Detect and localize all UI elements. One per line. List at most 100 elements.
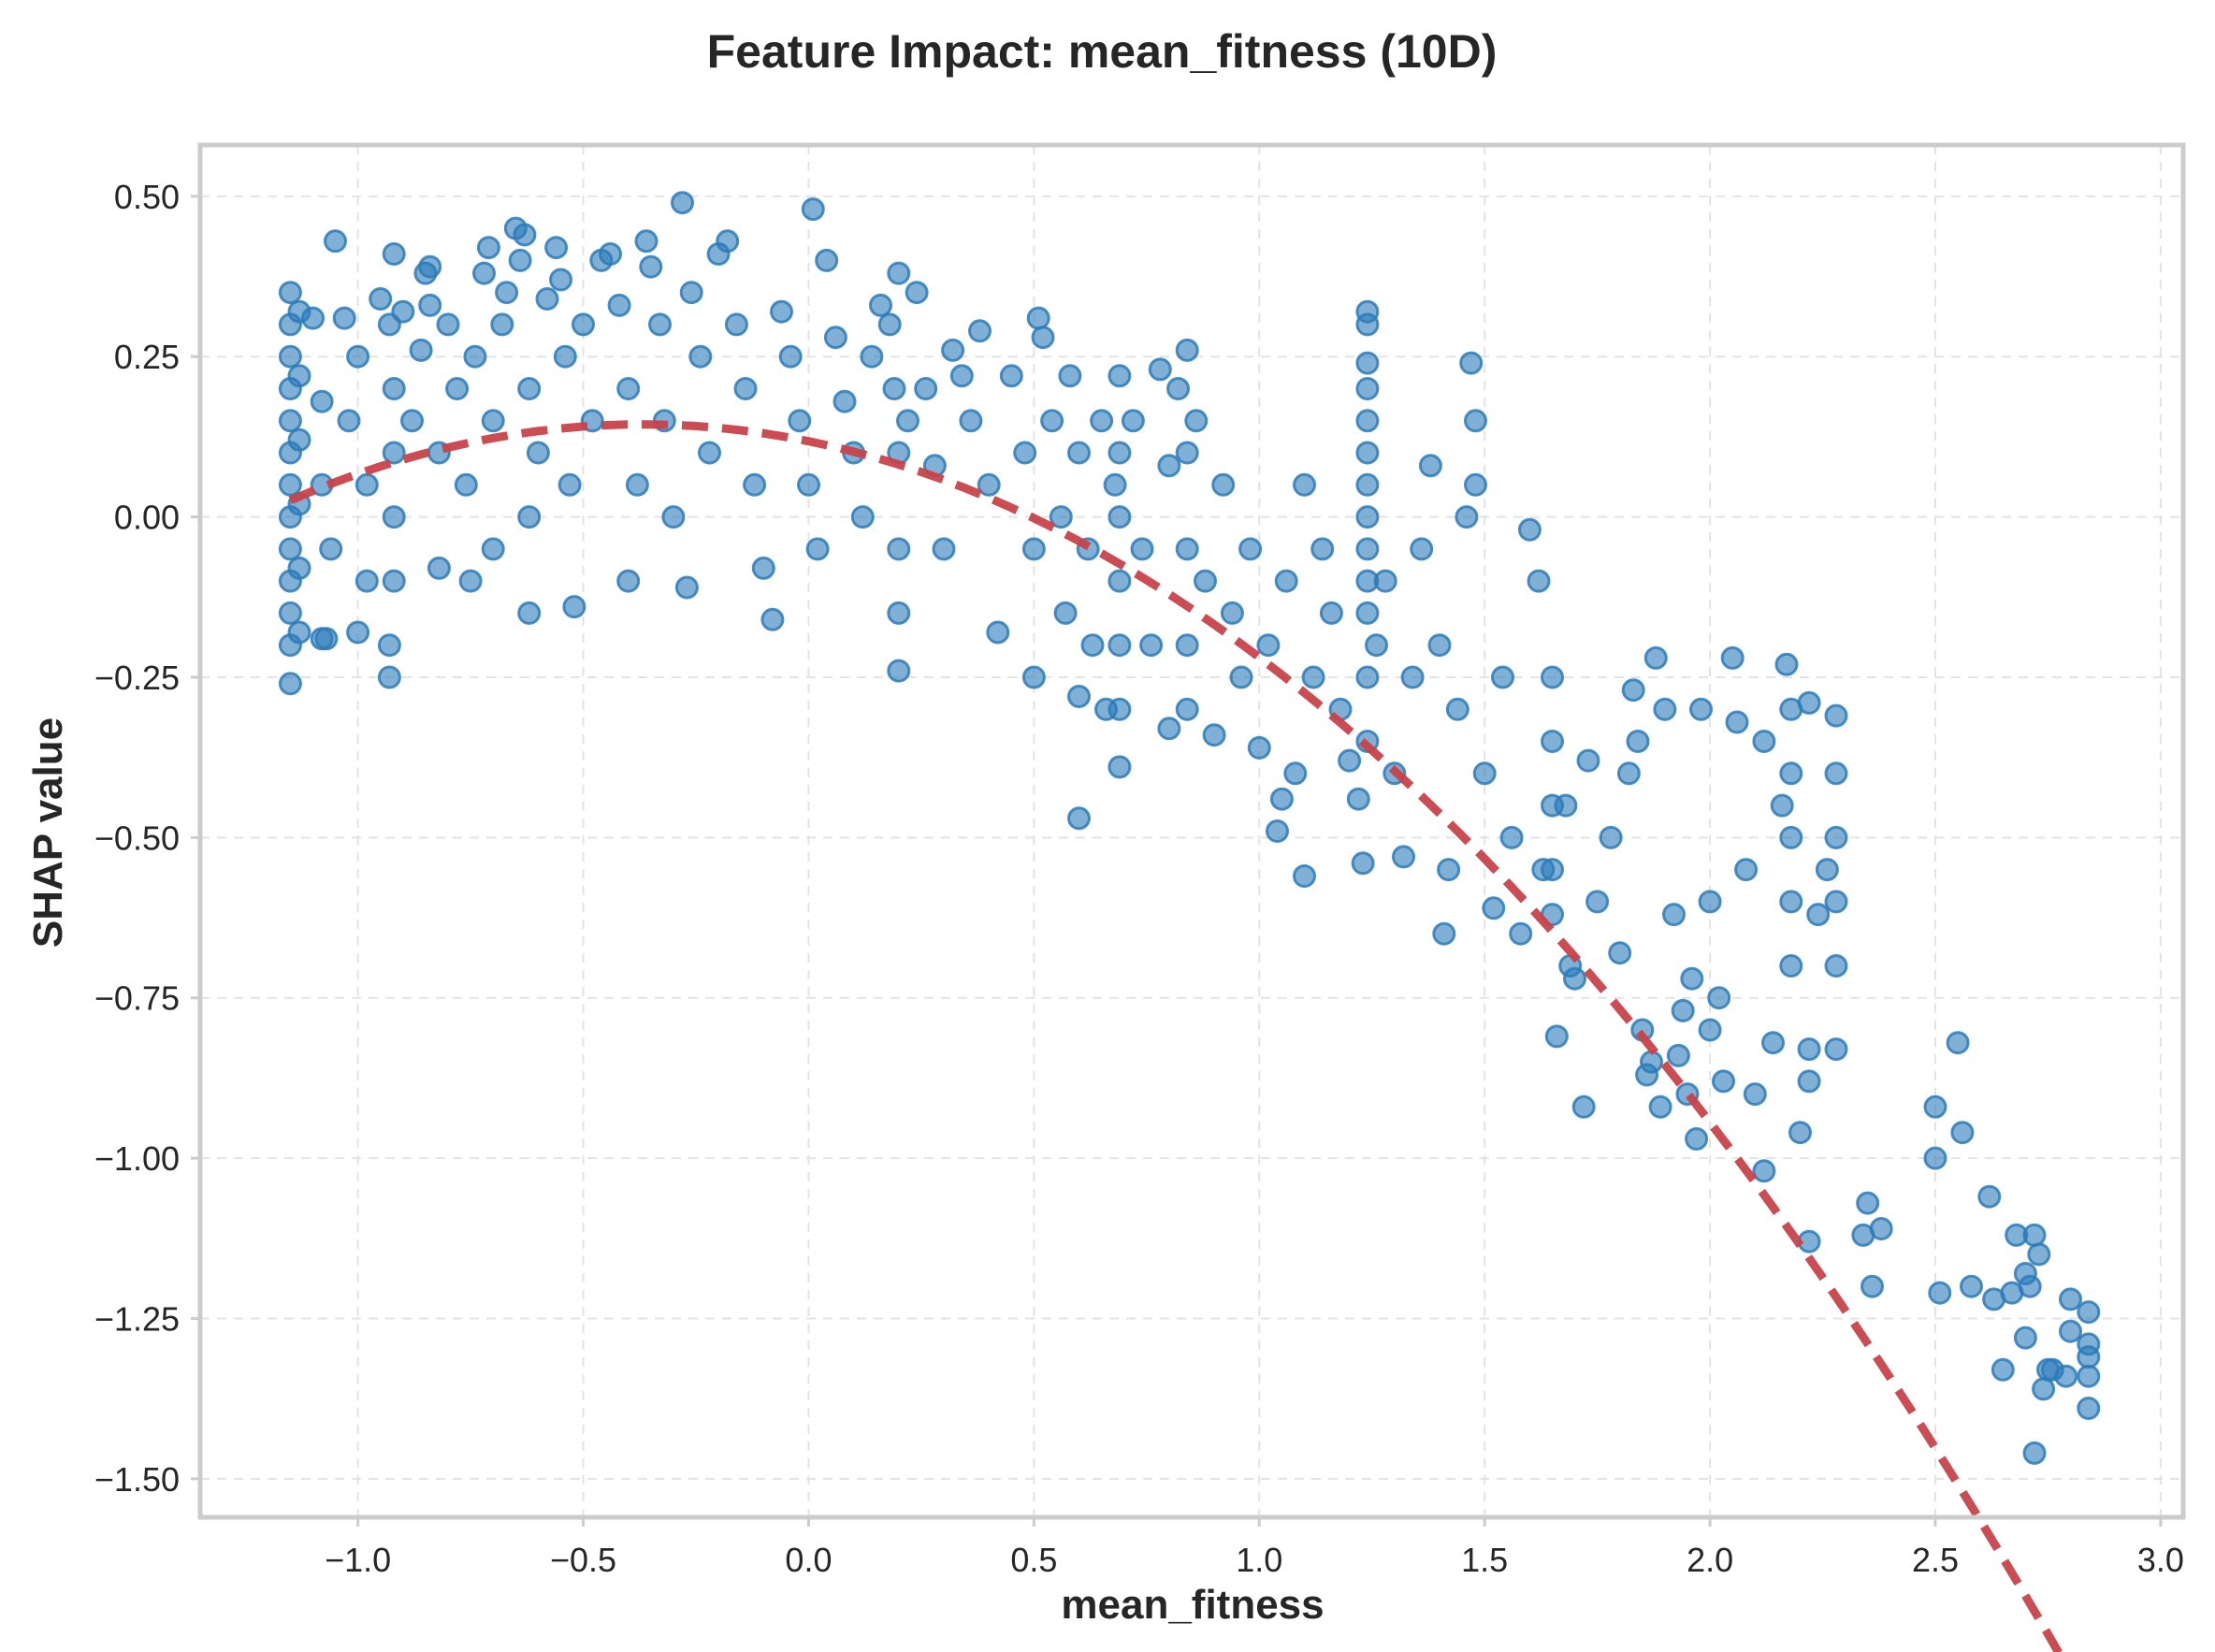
y-tick-label: 0.00 xyxy=(114,499,180,537)
data-point xyxy=(1108,505,1132,529)
data-point xyxy=(616,569,641,593)
y-axis-label: SHAP value xyxy=(25,717,71,948)
data-point xyxy=(679,281,703,305)
data-point xyxy=(1621,678,1645,703)
data-point xyxy=(887,261,911,285)
data-point xyxy=(1346,787,1370,811)
data-point xyxy=(914,377,938,400)
data-point xyxy=(1238,537,1263,561)
data-point xyxy=(517,377,542,400)
data-point xyxy=(2032,1377,2056,1401)
data-point xyxy=(941,338,965,362)
data-point xyxy=(1743,1082,1767,1107)
data-point xyxy=(1266,819,1289,843)
data-point xyxy=(599,242,622,266)
data-point xyxy=(436,312,460,337)
data-point xyxy=(2013,1326,2037,1350)
data-point xyxy=(1355,601,1380,625)
data-point xyxy=(661,505,686,529)
data-point xyxy=(1797,1069,1821,1094)
data-point xyxy=(278,672,302,696)
y-axis-ticks: 0.50 0.25 0.00 −0.25 −0.50 −0.75 −1.00 −1.25 −1.… xyxy=(94,178,200,1499)
data-point xyxy=(949,364,974,388)
x-tick-label: −0.5 xyxy=(550,1541,616,1579)
data-point xyxy=(1824,761,1848,786)
data-point xyxy=(1527,569,1551,593)
data-point xyxy=(1229,665,1253,689)
data-point xyxy=(1355,441,1380,465)
grid-lines xyxy=(200,145,2183,1517)
data-point xyxy=(860,344,884,369)
data-point xyxy=(1040,409,1064,433)
data-point xyxy=(1626,730,1650,753)
data-point xyxy=(346,344,370,369)
data-point xyxy=(2027,1242,2051,1267)
data-point xyxy=(377,633,401,658)
data-point xyxy=(770,299,793,324)
data-point xyxy=(2077,1397,2101,1420)
data-point xyxy=(1211,472,1236,497)
data-point xyxy=(1563,966,1586,991)
data-point xyxy=(648,312,672,337)
data-point xyxy=(1220,601,1244,625)
data-point xyxy=(472,261,496,285)
data-point xyxy=(616,377,641,400)
data-point xyxy=(1698,890,1722,914)
data-point xyxy=(2022,1223,2047,1247)
data-point xyxy=(549,268,572,292)
x-tick-label: 0.0 xyxy=(785,1541,832,1579)
data-point xyxy=(1293,864,1316,888)
data-point xyxy=(1464,409,1487,433)
data-point xyxy=(1067,441,1091,465)
data-point xyxy=(1824,890,1848,914)
data-point xyxy=(409,338,433,362)
data-point xyxy=(1021,665,1046,689)
data-point xyxy=(733,377,758,400)
data-point xyxy=(1355,505,1380,529)
data-point xyxy=(508,248,532,272)
data-point xyxy=(1491,665,1514,689)
data-point xyxy=(382,505,406,529)
data-point xyxy=(1175,697,1199,721)
y-tick-label: −0.50 xyxy=(94,819,180,857)
x-axis-ticks: −1.0 −0.5 0.0 0.5 1.0 1.5 2.0 2.5 3.0 xyxy=(325,1517,2184,1579)
data-point xyxy=(1761,1031,1785,1055)
data-point xyxy=(1026,306,1050,330)
data-point xyxy=(1824,825,1848,849)
data-point xyxy=(1689,697,1713,721)
data-point xyxy=(324,229,347,254)
data-point xyxy=(1824,954,1848,978)
data-point xyxy=(1355,312,1380,337)
data-point xyxy=(877,312,902,337)
x-tick-label: 2.5 xyxy=(1912,1541,1959,1579)
data-point xyxy=(1108,441,1132,465)
data-point xyxy=(1662,903,1686,927)
data-point xyxy=(1108,364,1132,388)
data-point xyxy=(986,620,1010,645)
data-point xyxy=(882,377,906,400)
data-point xyxy=(1860,1274,1884,1298)
data-point xyxy=(671,191,694,215)
data-point xyxy=(400,409,424,433)
data-point xyxy=(544,236,569,260)
data-point xyxy=(495,281,519,305)
data-point xyxy=(634,229,659,254)
data-point xyxy=(1815,858,1839,882)
data-point xyxy=(674,575,699,600)
data-point xyxy=(1256,633,1281,658)
data-point xyxy=(887,601,911,625)
data-point xyxy=(1720,645,1744,670)
data-point xyxy=(716,229,740,254)
data-point xyxy=(1373,569,1397,593)
data-point xyxy=(1293,472,1316,497)
data-point xyxy=(1338,748,1362,773)
data-point xyxy=(1774,652,1799,676)
data-point xyxy=(463,344,487,369)
data-point xyxy=(1806,903,1831,927)
data-point xyxy=(815,248,839,272)
data-point xyxy=(751,556,775,580)
data-point xyxy=(1175,537,1199,561)
data-point xyxy=(2059,1287,2082,1311)
